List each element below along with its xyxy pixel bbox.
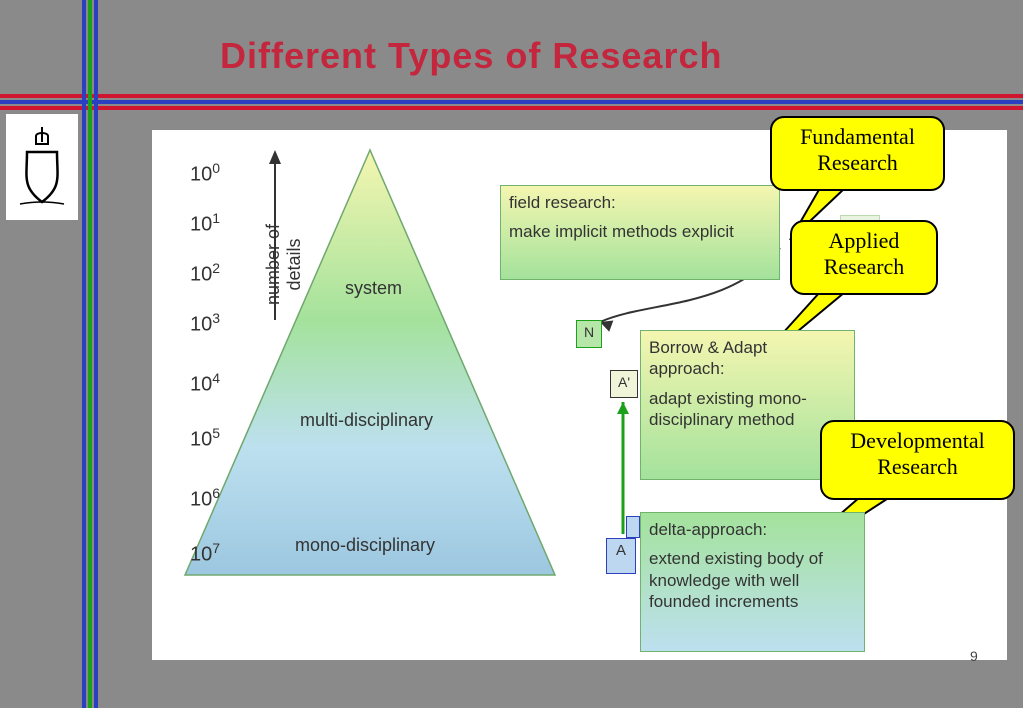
university-logo <box>6 114 78 220</box>
info-box-delta: delta-approach:extend existing body of k… <box>640 512 865 652</box>
scale-tick: 106 <box>190 485 220 512</box>
slide-title: Different Types of Research <box>220 35 722 77</box>
scale-tick: 104 <box>190 370 220 397</box>
scale-tick: 105 <box>190 425 220 452</box>
callout-applied: Applied Research <box>790 220 938 295</box>
node-Astack <box>626 516 640 538</box>
scale-tick: 102 <box>190 260 220 287</box>
horizontal-rule <box>0 106 1023 110</box>
scale-tick: 101 <box>190 210 220 237</box>
vertical-rule <box>88 0 92 708</box>
node-Aprime: A' <box>610 370 638 398</box>
vertical-rule <box>82 0 86 708</box>
axis-label: number of details <box>263 224 305 305</box>
pyramid-label: multi-disciplinary <box>300 410 433 431</box>
pyramid-label: mono-disciplinary <box>295 535 435 556</box>
node-Nsmall: N <box>576 320 602 348</box>
node-A: A <box>606 538 636 574</box>
scale-tick: 103 <box>190 310 220 337</box>
scale-tick: 100 <box>190 160 220 187</box>
page-number: 9 <box>970 648 978 664</box>
info-box-field: field research:make implicit methods exp… <box>500 185 780 280</box>
callout-developmental: Developmental Research <box>820 420 1015 500</box>
vertical-rule <box>94 0 98 708</box>
scale-tick: 107 <box>190 540 220 567</box>
pyramid-label: system <box>345 278 402 299</box>
horizontal-rule <box>0 94 1023 98</box>
horizontal-rule <box>0 100 1023 104</box>
callout-fundamental: Fundamental Research <box>770 116 945 191</box>
